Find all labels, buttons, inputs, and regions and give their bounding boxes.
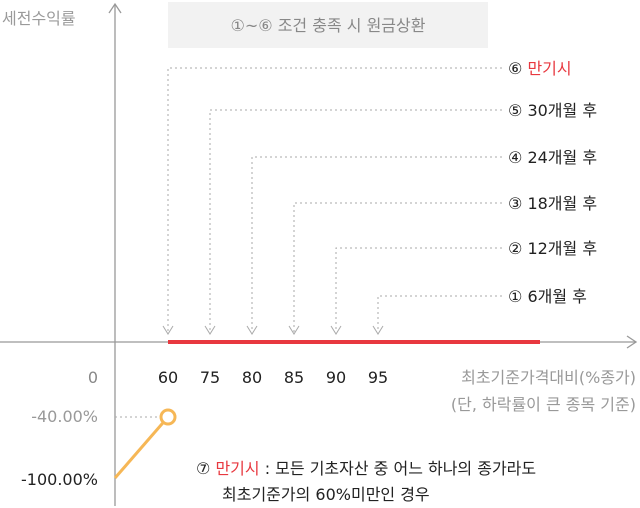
redemption-arrow-1 <box>372 325 384 335</box>
x-tick-label-75: 75 <box>200 368 220 387</box>
y-tick-label-neg100: -100.00% <box>21 470 98 489</box>
banner-box <box>168 2 488 48</box>
loss-threshold-point <box>159 408 177 426</box>
y-tick-label-neg40: -40.00% <box>31 407 98 426</box>
note-line-1: ⑦ 만기시 : 모든 기초자산 중 어느 하나의 종가라도 <box>196 456 536 482</box>
redemption-arrow-5 <box>204 325 216 335</box>
redemption-guide-3 <box>293 202 502 332</box>
x-axis-label-note: (단, 하락률이 큰 종목 기준) <box>451 395 636 414</box>
y-axis-label: 세전수익률 <box>2 9 76 28</box>
redemption-guide-5 <box>209 109 502 332</box>
origin-label: 0 <box>88 368 98 387</box>
redemption-arrow-6 <box>162 325 174 335</box>
loss-condition-note: ⑦ 만기시 : 모든 기초자산 중 어느 하나의 종가라도 최초기준가의 60%… <box>196 456 536 508</box>
redemption-label-6: ⑥ 만기시 <box>508 59 572 78</box>
x-tick-label-85: 85 <box>284 368 304 387</box>
redemption-guide-6 <box>167 67 502 332</box>
redemption-label-5: ⑤ 30개월 후 <box>508 101 597 120</box>
redemption-guide-1 <box>377 295 502 332</box>
redemption-label-1: ① 6개월 후 <box>508 287 587 306</box>
note-highlight: 만기시 <box>215 459 260 478</box>
redemption-label-3: ③ 18개월 후 <box>508 194 597 213</box>
redemption-guide-2 <box>335 247 502 332</box>
redemption-guide-4 <box>251 156 502 332</box>
x-tick-label-95: 95 <box>368 368 388 387</box>
x-axis-label: 최초기준가격대비(%종가) <box>461 368 636 387</box>
x-tick-label-80: 80 <box>242 368 262 387</box>
redemption-arrow-4 <box>246 325 258 335</box>
x-tick-label-60: 60 <box>158 368 178 387</box>
note-text: : 모든 기초자산 중 어느 하나의 종가라도 <box>259 459 537 478</box>
redemption-label-4: ④ 24개월 후 <box>508 148 597 167</box>
x-tick-label-90: 90 <box>326 368 346 387</box>
y-axis-arrow <box>108 2 122 14</box>
redemption-label-2: ② 12개월 후 <box>508 239 597 258</box>
note-number: ⑦ <box>196 459 216 478</box>
redemption-arrow-2 <box>330 325 342 335</box>
x-axis-arrow <box>626 335 638 349</box>
redemption-arrow-3 <box>288 325 300 335</box>
note-line-2: 최초기준가의 60%미만인 경우 <box>222 485 430 504</box>
loss-line <box>113 416 170 479</box>
banner-text: ①~⑥ 조건 충족 시 원금상환 <box>231 16 426 35</box>
